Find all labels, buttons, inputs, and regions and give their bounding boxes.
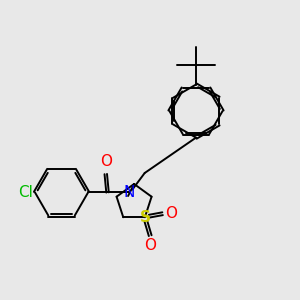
Text: N: N — [123, 185, 134, 200]
Text: S: S — [140, 210, 151, 225]
Text: O: O — [100, 154, 112, 169]
Text: Cl: Cl — [18, 185, 33, 200]
Text: O: O — [144, 238, 156, 253]
Text: O: O — [165, 206, 177, 221]
